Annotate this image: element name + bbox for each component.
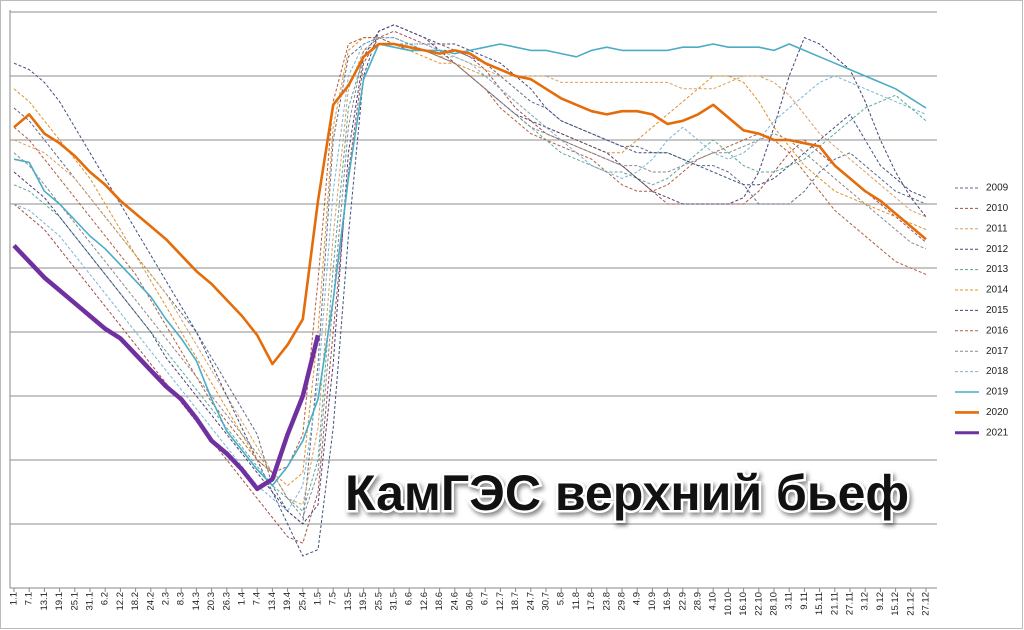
x-tick-label: 17.8 [586,592,597,611]
x-tick-label: 25.5 [373,592,384,611]
x-tick-label: 1.4 [237,592,248,605]
x-tick-label: 30.7 [541,592,552,611]
x-tick-label: 28.10 [769,592,780,616]
x-tick-label: 19.5 [358,592,369,611]
legend-label: 2016 [986,325,1009,336]
x-tick-label: 8.3 [176,592,187,605]
x-tick-label: 19.1 [54,592,65,611]
x-tick-label: 15.11 [814,592,825,615]
x-tick-label: 24.7 [525,592,536,611]
x-tick-label: 6.6 [404,592,415,605]
x-tick-label: 6.2 [100,592,111,605]
series-line [13,43,927,512]
x-tick-label: 30.6 [465,592,476,611]
x-tick-label: 7.1 [24,592,35,605]
x-tick-label: 13.5 [343,592,354,611]
series-line [13,42,927,366]
x-tick-label: 21.12 [905,592,916,616]
annotation: КамГЭС верхний бьеф [345,465,909,521]
x-tick-label: 12.6 [419,592,430,611]
x-tick-label: 11.8 [571,592,582,610]
legend-label: 2018 [986,366,1009,377]
x-tick-label: 22.10 [753,592,764,616]
x-tick-label: 1.5 [313,592,324,605]
x-tick-label: 16.9 [662,592,673,611]
x-tick-label: 4.9 [632,592,643,605]
x-tick-label: 27.11 [845,592,856,615]
series-line [12,244,321,492]
x-tick-label: 12.7 [495,592,506,611]
legend-label: 2012 [986,244,1009,255]
x-tick-label: 29.8 [617,592,628,611]
x-tick-label: 15.12 [890,592,901,616]
x-tick-label: 21.11 [829,592,840,615]
x-tick-label: 27.12 [921,592,932,616]
x-tick-label: 18.7 [510,592,521,611]
legend-label: 2013 [986,264,1009,275]
x-tick-label: 16.10 [738,592,749,616]
series-line [13,43,927,487]
x-tick-label: 10.10 [723,592,734,616]
x-tick-label: 10.9 [647,592,658,611]
x-tick-label: 28.9 [693,592,704,611]
x-tick-label: 9.11 [799,592,810,610]
x-tick-label: 13.4 [267,592,278,611]
series-line [13,37,927,512]
x-tick-label: 9.12 [875,592,886,611]
x-tick-label: 3.12 [860,592,871,611]
x-tick-label: 7.4 [252,592,263,605]
x-tick-label: 5.8 [556,592,567,605]
x-tick-label: 31.5 [389,592,400,611]
x-tick-label: 22.9 [677,592,688,611]
x-tick-label: 24.6 [449,592,460,611]
legend-label: 2010 [986,203,1009,214]
x-tick-label: 20.3 [206,592,217,611]
x-tick-label: 25.1 [69,592,80,611]
legend-label: 2020 [986,407,1009,418]
x-tick-label: 19.4 [282,592,293,611]
x-tick-label: 4.10 [708,592,719,611]
legend-label: 2011 [986,223,1008,234]
x-tick-label: 18.6 [434,592,445,611]
legend-label: 2014 [986,285,1009,296]
x-tick-label: 24.2 [145,592,156,611]
x-tick-label: 7.5 [328,592,339,605]
x-tick-label: 31.1 [85,592,96,611]
series-line [13,37,927,519]
x-tick-label: 25.4 [297,592,308,611]
legend-label: 2009 [986,183,1009,194]
x-tick-label: 13.1 [39,592,50,611]
x-tick-label: 26.3 [221,592,232,611]
legend-label: 2015 [986,305,1009,316]
legend-label: 2021 [986,427,1009,438]
x-tick-label: 2.3 [161,592,172,605]
x-tick-label: 18.2 [130,592,141,611]
legend-label: 2017 [986,346,1009,357]
series-line [13,43,927,506]
x-tick-label: 3.11 [784,592,795,610]
legend-label: 2019 [986,387,1009,398]
x-tick-label: 6.7 [480,592,491,605]
x-tick-label: 23.8 [601,592,612,611]
x-tick-label: 14.3 [191,592,202,611]
x-tick-label: 1.1 [9,592,20,605]
x-tick-label: 12.2 [115,592,126,611]
